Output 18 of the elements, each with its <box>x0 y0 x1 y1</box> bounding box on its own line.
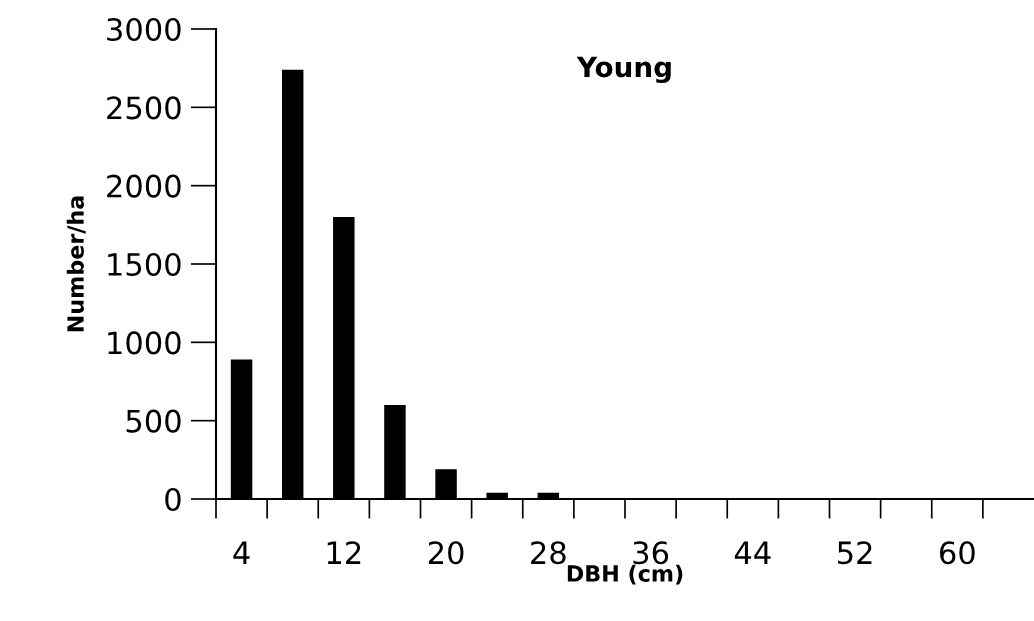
y-axis-title: Number/ha <box>66 196 86 332</box>
y-tick-label: 2500 <box>107 96 181 120</box>
y-tick-label: 3000 <box>107 17 181 42</box>
x-tick-label: 20 <box>428 541 464 565</box>
x-tick-label: 12 <box>327 541 361 564</box>
text: Young <box>576 56 671 84</box>
x-tick-label: 60 <box>940 541 975 565</box>
y-tick-label: 2000 <box>107 174 181 198</box>
x-tick-label: 52 <box>837 541 872 565</box>
x-tick-label: 36 <box>633 541 669 565</box>
x-tick-label: 44 <box>734 541 771 564</box>
x-tick-label: 4 <box>233 541 250 564</box>
x-tick-label: 28 <box>531 541 566 565</box>
y-tick-label: 500 <box>126 409 181 433</box>
y-tick-label: 0 <box>165 487 181 512</box>
y-tick-label: 1500 <box>108 252 181 277</box>
y-tick-label: 1000 <box>108 331 181 355</box>
x-axis-title: DBH (cm) <box>567 564 683 585</box>
